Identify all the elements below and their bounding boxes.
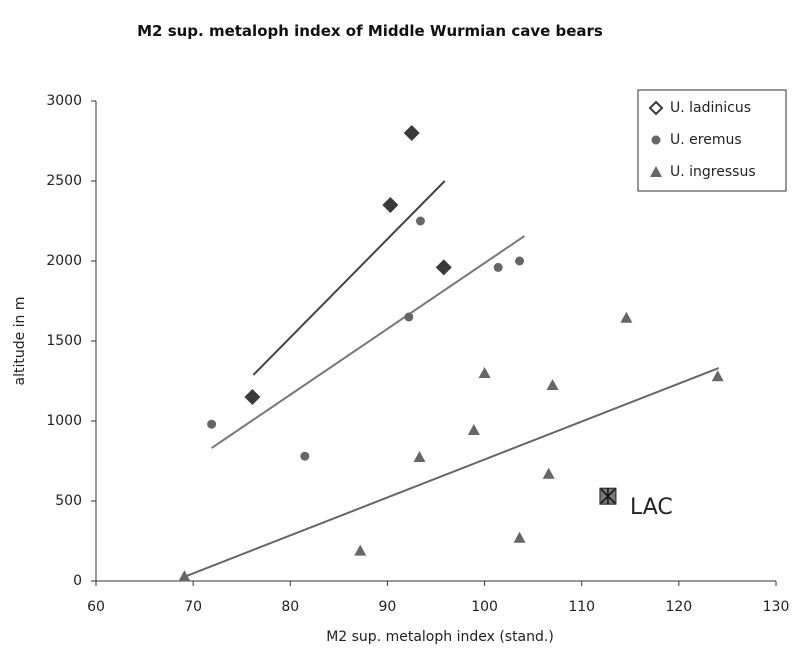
legend-label: U. ingressus [670, 164, 756, 180]
trend-line [252, 180, 446, 376]
point [403, 125, 420, 141]
point [244, 389, 261, 405]
point [354, 544, 367, 556]
y-tick-label: 2500 [46, 173, 82, 189]
annotation-cross [600, 488, 616, 505]
x-tick-label: 120 [665, 599, 692, 615]
point [404, 312, 414, 322]
x-tick-label: 130 [763, 599, 790, 615]
y-tick-label: 1500 [46, 333, 82, 349]
point [711, 370, 724, 382]
point [435, 259, 452, 276]
trend-line [185, 367, 720, 577]
x-axis-label: M2 sup. metaloph index (stand.) [326, 629, 554, 645]
x-tick-label: 80 [281, 599, 299, 615]
point [620, 311, 633, 323]
x-tick-label: 110 [568, 599, 595, 615]
legend-label: U. eremus [670, 132, 742, 148]
x-tick-label: 70 [184, 599, 202, 615]
legend-marker [651, 135, 661, 145]
chart-title: M2 sup. metaloph index of Middle Wurmian… [137, 22, 603, 40]
y-tick-label: 0 [73, 573, 82, 589]
point [413, 451, 426, 462]
y-axis-label: altitude in m [12, 296, 28, 385]
point [382, 197, 399, 213]
point [546, 379, 559, 390]
point [513, 531, 526, 543]
point [493, 262, 503, 272]
point [415, 216, 425, 226]
trend-line [211, 235, 525, 449]
annotation-label: LAC [630, 495, 673, 520]
legend-marker [650, 166, 662, 177]
x-tick-label: 60 [87, 599, 105, 615]
x-tick-label: 100 [471, 599, 498, 615]
y-tick-label: 3000 [46, 93, 82, 109]
point [542, 467, 555, 479]
point [515, 256, 525, 266]
legend-marker [648, 100, 664, 116]
legend-box [637, 89, 787, 192]
y-tick-label: 500 [55, 493, 82, 509]
point [478, 367, 491, 378]
point [467, 423, 480, 435]
x-tick-label: 90 [379, 599, 397, 615]
y-tick-label: 1000 [46, 413, 82, 429]
y-tick-label: 2000 [46, 253, 82, 269]
point [207, 419, 217, 429]
point [178, 570, 191, 582]
legend-label: U. ladinicus [670, 100, 751, 116]
point [300, 451, 310, 461]
